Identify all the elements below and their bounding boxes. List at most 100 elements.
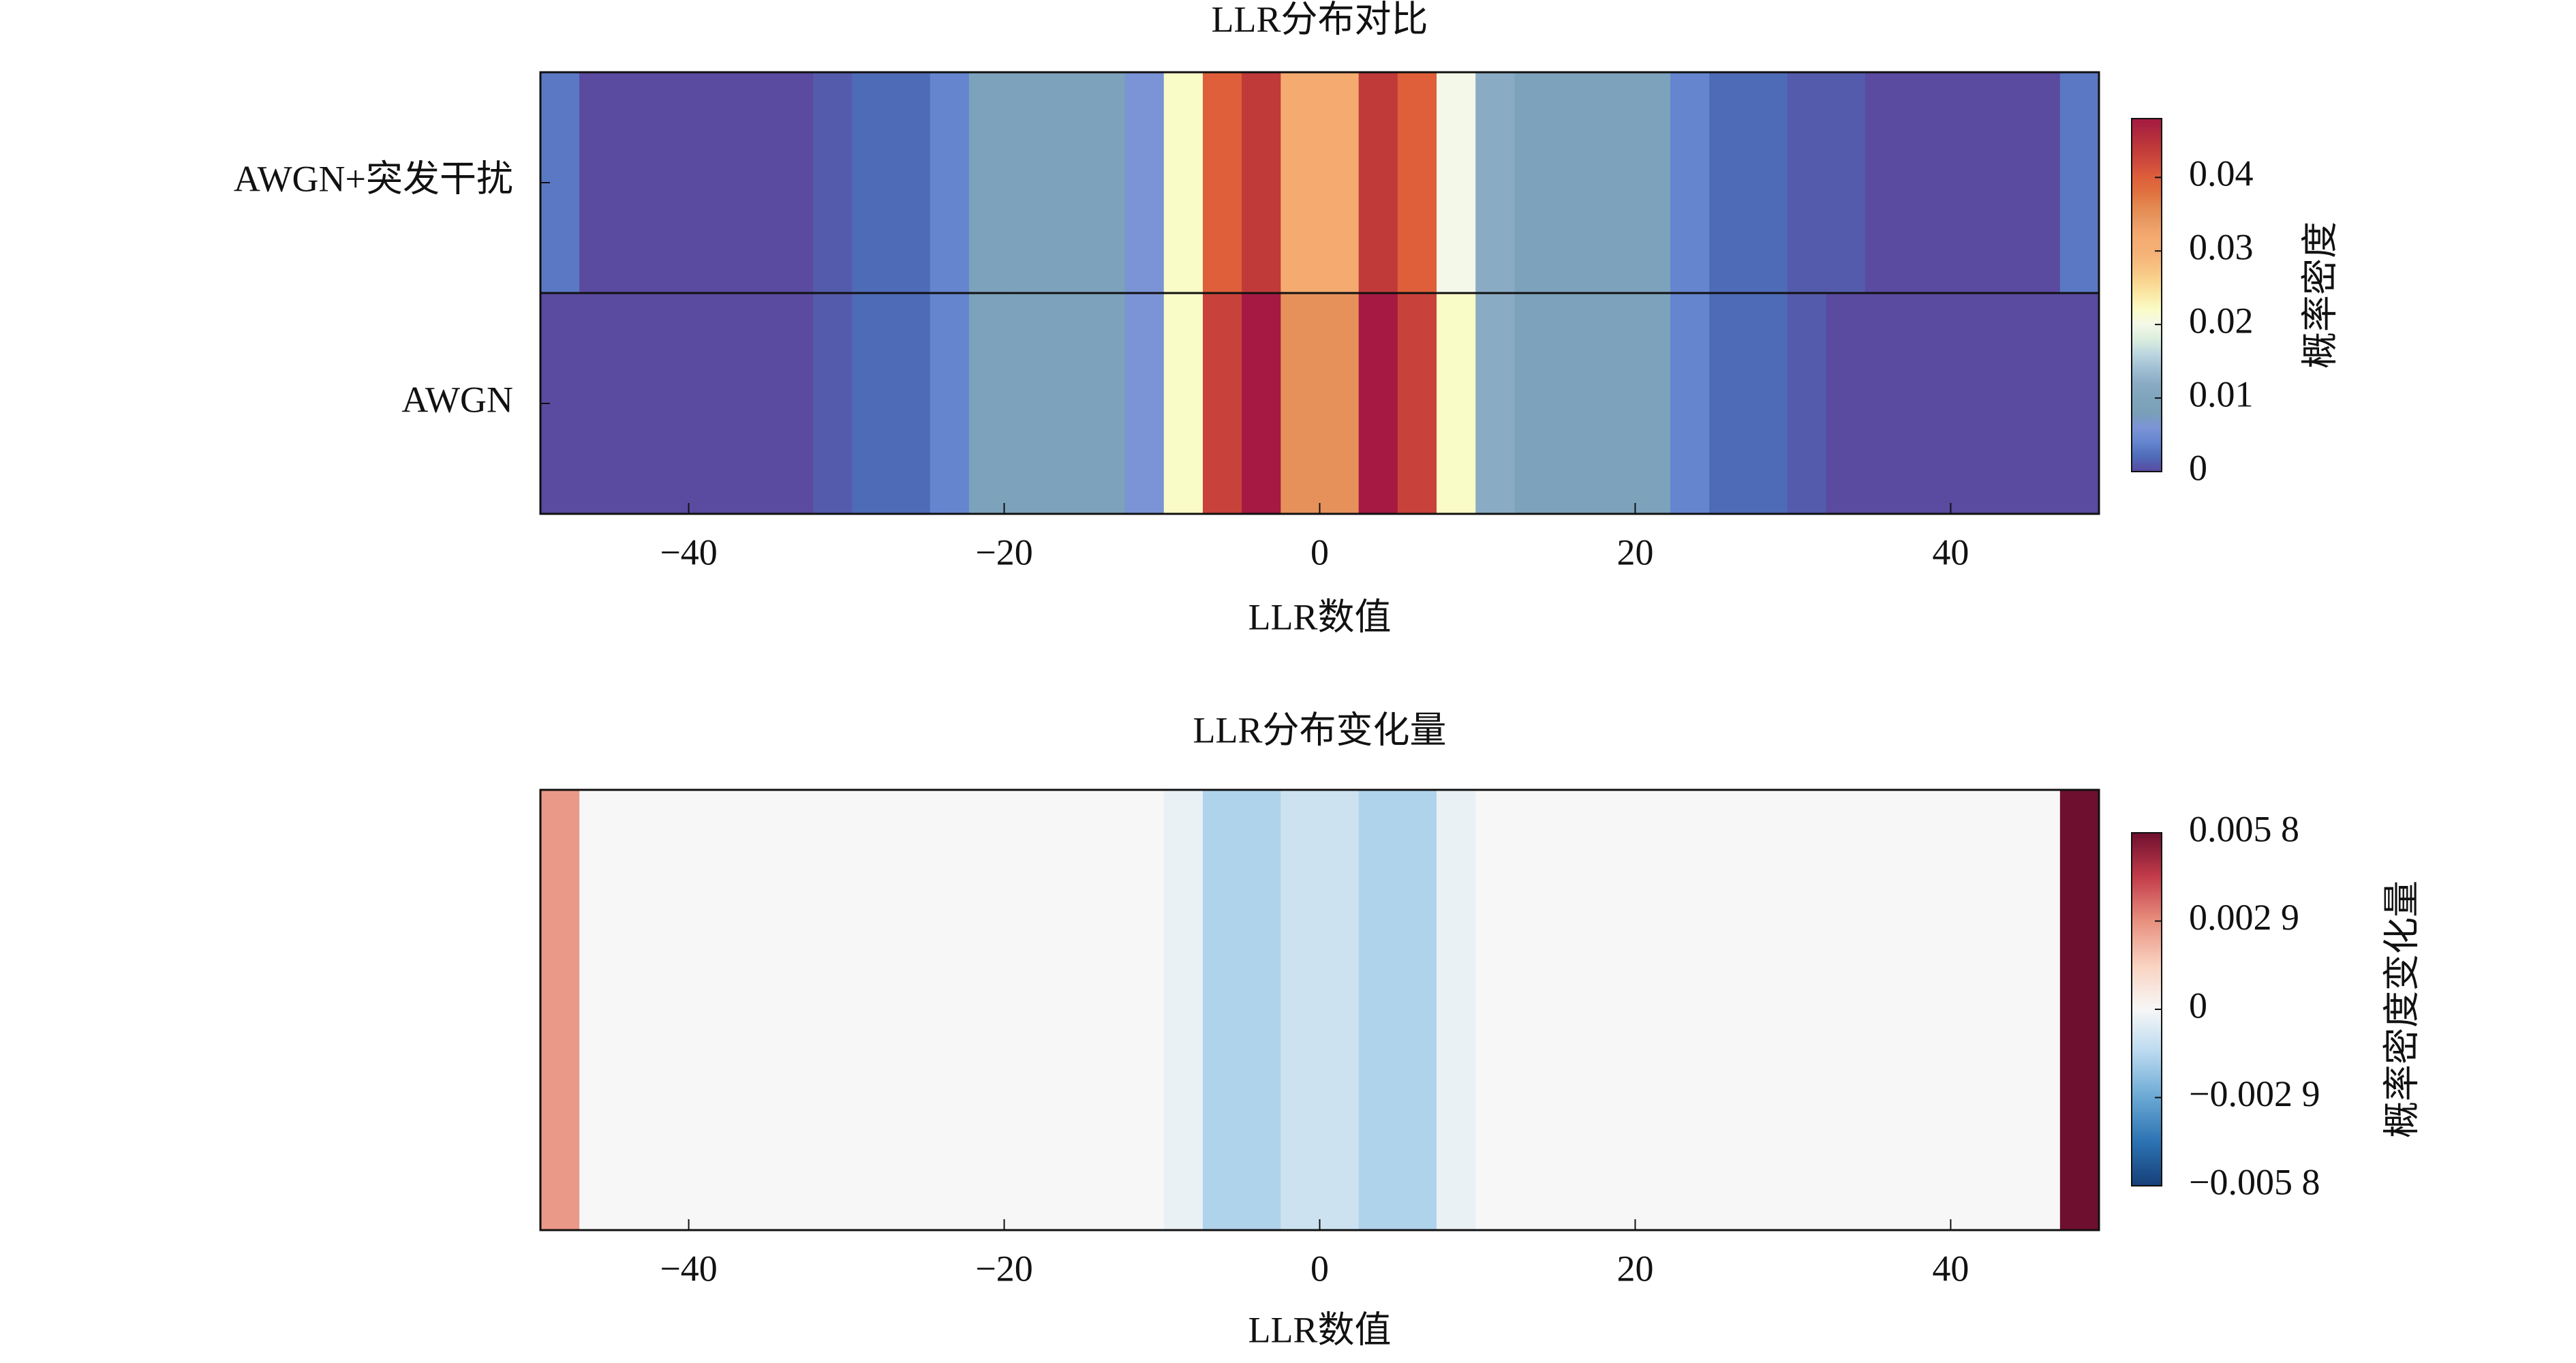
colorbar-tick-label: 0.03	[2189, 227, 2254, 268]
heatmap-cell	[540, 790, 580, 1230]
x-tick-label: 40	[1932, 1248, 1969, 1289]
x-tick-label: −20	[975, 1248, 1032, 1289]
colorbar-label: 概率密度	[2299, 221, 2340, 369]
heatmap-cell	[1826, 72, 1866, 293]
heatmap-cell	[1047, 790, 1086, 1230]
heatmap-cell	[1202, 790, 1242, 1230]
heatmap-cell	[1437, 72, 1476, 293]
heatmap-cell	[618, 72, 658, 293]
heatmap-cell	[1397, 790, 1437, 1230]
heatmap-cell	[1865, 72, 1905, 293]
heatmap-cell	[852, 293, 892, 514]
heatmap-cell	[2021, 293, 2061, 514]
colorbar-tick-label: −0.005 8	[2189, 1161, 2320, 1202]
x-tick-label: 0	[1310, 532, 1329, 572]
chart-title: LLR分布对比	[1212, 0, 1428, 40]
heatmap-cell	[1202, 72, 1242, 293]
heatmap-cell	[1943, 790, 1982, 1230]
heatmap-cell	[1982, 72, 2022, 293]
heatmap-cell	[1397, 72, 1437, 293]
heatmap-cell	[1592, 790, 1632, 1230]
heatmap-cell	[1437, 293, 1476, 514]
colorbar-label: 概率密度变化量	[2381, 880, 2422, 1138]
heatmap-cell	[2021, 790, 2061, 1230]
heatmap-cell	[891, 293, 931, 514]
heatmap-cell	[1553, 293, 1593, 514]
heatmap-cell	[1514, 293, 1554, 514]
x-tick-label: −40	[660, 1248, 717, 1289]
heatmap-cell	[579, 790, 619, 1230]
heatmap-cell	[1943, 293, 1982, 514]
heatmap-cell	[2059, 293, 2100, 514]
x-tick-label: 20	[1616, 532, 1653, 572]
y-tick-label: AWGN	[401, 379, 513, 420]
heatmap-cell	[1670, 293, 1710, 514]
heatmap-cell	[774, 72, 814, 293]
heatmap-cell	[968, 293, 1009, 514]
heatmap-cell	[774, 790, 814, 1230]
heatmap-cell	[1163, 72, 1203, 293]
colorbar-tick-label: 0.02	[2189, 301, 2254, 341]
heatmap-cell	[1553, 72, 1593, 293]
heatmap-cell	[1086, 790, 1126, 1230]
x-axis-label: LLR数值	[1248, 596, 1392, 637]
heatmap-cell	[852, 72, 892, 293]
heatmap-cell	[1047, 72, 1086, 293]
heatmap-cell	[1787, 293, 1827, 514]
heatmap-cell	[618, 293, 658, 514]
heatmap-cell	[1242, 293, 1281, 514]
heatmap-cell	[1124, 72, 1165, 293]
heatmap-cell	[1281, 790, 1320, 1230]
heatmap-cell	[1514, 790, 1554, 1230]
heatmap-cell	[1163, 293, 1203, 514]
colorbar-tick-label: 0.005 8	[2189, 808, 2299, 849]
heatmap-cell	[2059, 790, 2100, 1230]
heatmap-cell	[579, 293, 619, 514]
heatmap-cell	[1047, 293, 1086, 514]
colorbar	[2131, 118, 2162, 472]
heatmap-cell	[891, 72, 931, 293]
heatmap-cell	[1787, 790, 1827, 1230]
heatmap-cell	[1826, 293, 1866, 514]
heatmap-cell	[735, 293, 775, 514]
heatmap-cell	[1826, 790, 1866, 1230]
heatmap-cell	[1124, 293, 1165, 514]
heatmap-cell	[1865, 293, 1905, 514]
heatmap-cell	[930, 790, 970, 1230]
heatmap-cell	[1553, 790, 1593, 1230]
heatmap-cell	[1709, 293, 1749, 514]
heatmap-cell	[1982, 293, 2022, 514]
heatmap-cell	[1475, 790, 1515, 1230]
heatmap-cell	[579, 72, 619, 293]
heatmap-cell	[1514, 72, 1554, 293]
heatmap-cell	[1242, 790, 1281, 1230]
heatmap-cell	[930, 293, 970, 514]
heatmap-cell	[1358, 293, 1398, 514]
colorbar-tick-label: 0.04	[2189, 153, 2254, 194]
heatmap-cell	[1163, 790, 1203, 1230]
heatmap-cell	[891, 790, 931, 1230]
heatmap-cell	[1319, 293, 1360, 514]
heatmap-cell	[1631, 72, 1671, 293]
heatmap-cell	[696, 790, 736, 1230]
heatmap-cell	[1904, 293, 1944, 514]
colorbar-tick-label: 0.002 9	[2189, 897, 2299, 938]
heatmap-cell	[1008, 293, 1047, 514]
heatmap-cell	[813, 72, 853, 293]
heatmap-cell	[1787, 72, 1827, 293]
heatmap-cell	[813, 293, 853, 514]
colorbar-tick-label: −0.002 9	[2189, 1073, 2320, 1114]
heatmap-cell	[1904, 790, 1944, 1230]
colorbar-tick-label: 0	[2189, 985, 2207, 1026]
x-tick-label: −20	[975, 532, 1032, 572]
heatmap-cell	[735, 72, 775, 293]
heatmap-cell	[1592, 293, 1632, 514]
x-tick-label: 0	[1310, 1248, 1329, 1289]
heatmap-cell	[735, 790, 775, 1230]
heatmap-cell	[1943, 72, 1982, 293]
x-tick-label: 40	[1932, 532, 1969, 572]
heatmap-cell	[1086, 293, 1126, 514]
heatmap-cell	[852, 790, 892, 1230]
heatmap-cell	[1904, 72, 1944, 293]
